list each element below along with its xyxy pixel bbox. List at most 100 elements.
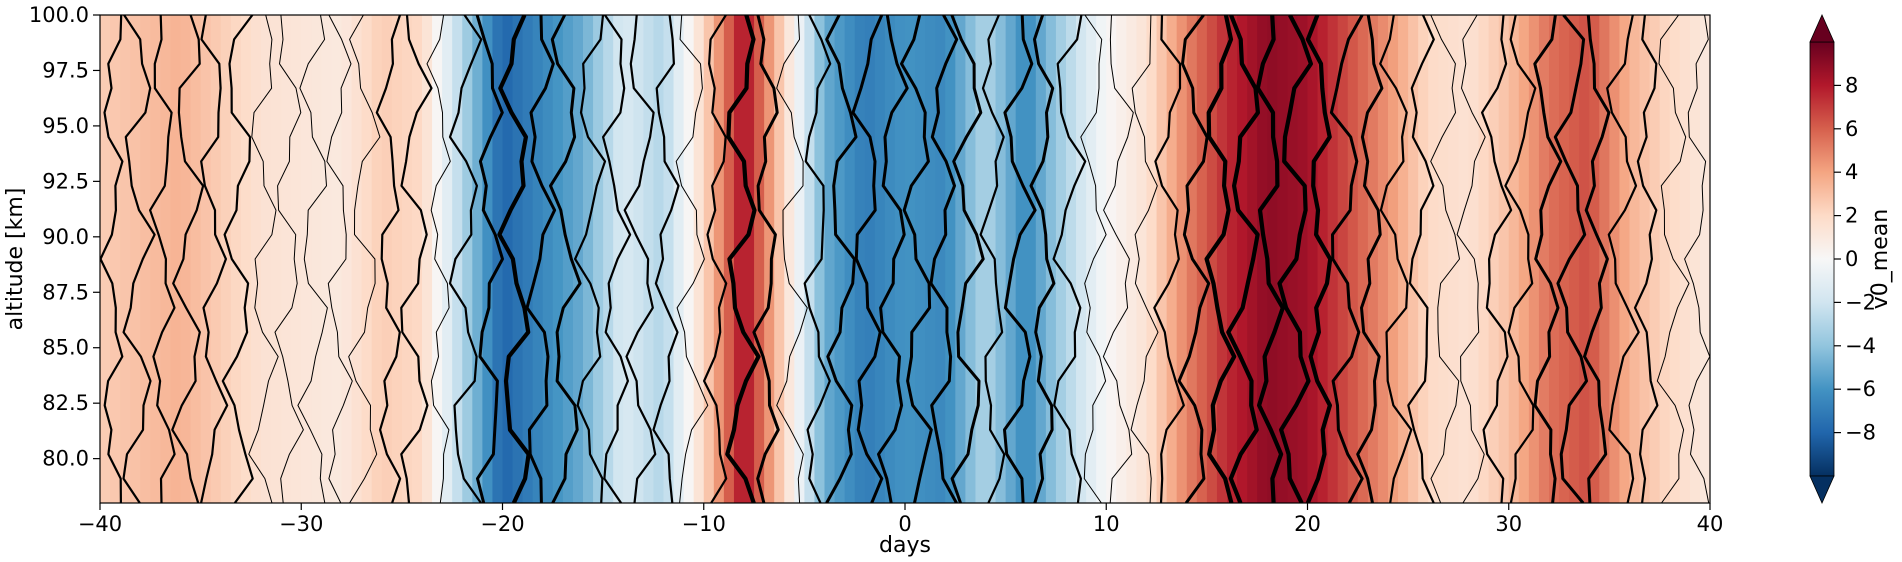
field-column [311,15,322,503]
contour-line [979,15,1006,503]
field-column [180,15,192,503]
field-column [693,15,705,503]
field-column [1287,15,1299,503]
field-column [854,15,866,503]
contour-line [1177,15,1211,503]
contour-line [375,15,402,503]
field-column [432,15,443,503]
field-column [1257,15,1268,503]
contour-line [675,15,709,503]
contour-line [1277,15,1314,503]
field-column [452,15,463,503]
field-column [522,15,534,503]
field-column [1227,15,1238,503]
field-column [1699,15,1710,503]
field-column [170,15,182,503]
field-column [1518,15,1530,503]
field-column [1096,15,1107,503]
field-column [583,15,594,503]
contour-line [1583,15,1611,503]
contour-line [725,15,761,503]
field-column [341,15,353,503]
field-column [713,15,725,503]
field-column [1549,15,1560,503]
field-column [1126,15,1138,503]
field-column [422,15,433,503]
contour-line [573,15,607,503]
colorbar-ticks: −8 −6 −4 −2 0 2 4 6 8 [1834,73,1876,445]
contour-line [1407,15,1435,503]
field-column [1357,15,1369,503]
field-column [261,15,272,503]
field-column [321,15,333,503]
colorbar-tick-label: 2 [1845,204,1858,228]
field-column [1116,15,1127,503]
field-column [1166,15,1178,503]
y-tick-label: 97.5 [42,58,89,82]
field-column [1076,15,1087,503]
contour-line [851,15,884,503]
field-column [361,15,373,503]
field-column [542,15,554,503]
field-column [945,15,956,503]
contour-line [497,15,531,503]
field-column [985,15,997,503]
x-axis: −40 −30 −20 −10 0 10 20 30 40 [78,503,1723,536]
field-column [210,15,222,503]
field-column [351,15,363,503]
field-column [1418,15,1429,503]
x-tick-label: −20 [480,512,524,536]
contour-lines [100,15,1710,503]
colorbar-tick-label: 0 [1845,247,1858,271]
contour-line [1379,15,1413,503]
field-column [562,15,574,503]
field-column [1267,15,1278,503]
contour-line [149,15,176,503]
colorbar-body [1809,41,1835,477]
contour-line [601,15,632,503]
field-column [250,15,262,503]
x-axis-label: days [879,533,931,558]
y-tick-label: 82.5 [42,391,89,415]
field-column [1559,15,1570,503]
field-column [532,15,544,503]
contour-line [1329,15,1364,503]
field-column [271,15,282,503]
plot-area [100,15,1710,503]
field-column [814,15,826,503]
field-column [794,15,805,503]
contour-line [171,15,205,503]
field-column [1619,15,1631,503]
field-column [824,15,836,503]
contour-line [248,15,279,503]
field-column [1196,15,1208,503]
field-column [1599,15,1610,503]
x-tick-label: −10 [682,512,726,536]
contour-line [1456,15,1486,503]
contour-line [1204,15,1237,503]
field-column [401,15,413,503]
colorbar-tick-label: 4 [1845,160,1858,184]
y-tick-label: 100.0 [29,3,89,27]
colorbar-tick-label: 6 [1845,117,1858,141]
field-column [301,15,312,503]
y-axis: 80.0 82.5 85.0 87.5 90.0 92.5 95.0 97.5 100.0 [29,3,100,471]
contour-line [929,15,959,503]
field-column [975,15,987,503]
field-column [1569,15,1580,503]
field-column [381,15,393,503]
field-column [472,15,483,503]
field-column [894,15,906,503]
field-column [1216,15,1228,503]
contour-line [702,15,728,503]
field-column [140,15,151,503]
field-column [442,15,453,503]
field-column [1156,15,1168,503]
x-tick-label: −40 [78,512,122,536]
field-column [1388,15,1399,503]
field-column [1136,15,1148,503]
contour-line [1255,15,1285,503]
contour-line [1633,15,1659,503]
field-column [482,15,494,503]
field-column [1448,15,1460,503]
